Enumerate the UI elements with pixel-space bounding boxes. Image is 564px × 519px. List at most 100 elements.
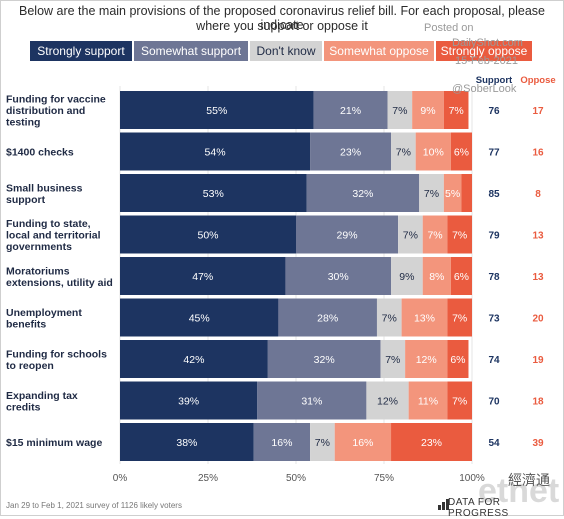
category-label: Moratoriums [6, 265, 70, 277]
bar-segment [376, 298, 402, 337]
oppose-value: 19 [532, 355, 544, 366]
bar-segment [313, 91, 388, 129]
category-label: benefits [6, 318, 46, 330]
bar-segment [387, 91, 413, 129]
bar-segment [447, 340, 469, 378]
data-label: 7% [385, 354, 400, 366]
category-label: Funding for schools [6, 348, 107, 360]
oppose-value: 17 [532, 106, 544, 117]
bar-segment [412, 91, 444, 129]
bar-segment [405, 340, 448, 378]
bar-segment [310, 132, 392, 171]
bar-segment [278, 298, 377, 337]
watermark-site: DailyShot.com [452, 37, 523, 49]
watermark-date: 15-Feb-2021 [455, 55, 518, 67]
data-label: 10% [423, 147, 444, 159]
bar-segment [443, 91, 469, 129]
data-label: 32% [314, 354, 335, 366]
bar-segment [447, 215, 472, 254]
brand-data-for-progress: DATA FOR PROGRESS [448, 497, 509, 519]
bar-segment [120, 174, 307, 212]
category-label: Small business [6, 182, 83, 194]
support-value: 77 [488, 148, 500, 159]
data-label: 50% [197, 230, 218, 242]
bar-segment [401, 298, 448, 337]
legend-somewhat-oppose: Somewhat oppose [324, 41, 434, 61]
data-label: 16% [271, 437, 292, 449]
data-label: 7% [315, 437, 330, 449]
bar-segment [422, 215, 448, 254]
category-label: $15 minimum wage [6, 437, 102, 449]
support-value: 85 [488, 189, 500, 200]
brand-bars-icon [446, 499, 449, 510]
bar-segment [419, 174, 444, 212]
oppose-value: 18 [532, 397, 544, 408]
category-label: local and territorial [6, 230, 101, 242]
legend-dont-know: Don't know [250, 41, 322, 61]
legend-somewhat-support: Somewhat support [134, 41, 248, 61]
data-label: 16% [352, 437, 373, 449]
watermark-handle: @SoberLook [452, 83, 517, 95]
bar-segment [296, 215, 399, 254]
chart-title-line-1: Below are the main provisions of the pro… [19, 4, 545, 32]
brand-bars-icon [442, 502, 445, 510]
bar-segment [253, 423, 311, 461]
data-label: 13% [414, 313, 435, 325]
category-label: Unemployment [6, 307, 82, 319]
bar-segment [120, 91, 314, 129]
data-label: 6% [454, 271, 469, 283]
x-tick-label: 100% [459, 473, 485, 484]
bar-segment [267, 340, 381, 378]
support-value: 70 [488, 397, 500, 408]
bar-segment [391, 132, 416, 171]
category-label: $1400 checks [6, 147, 74, 159]
bar-segment [398, 215, 423, 254]
data-label: 12% [377, 396, 398, 408]
support-value: 54 [488, 438, 500, 449]
data-label: 7% [452, 230, 467, 242]
bar-segment [120, 340, 268, 378]
bar-segment [120, 215, 296, 254]
data-label: 55% [206, 105, 227, 117]
data-label: 6% [450, 354, 465, 366]
bar-segment [415, 132, 451, 171]
data-label: 47% [192, 271, 213, 283]
x-tick-label: 0% [113, 473, 128, 484]
support-value: 79 [488, 231, 500, 242]
bar-segment [450, 257, 472, 295]
category-label: Funding for vaccine [6, 94, 106, 106]
data-label: 11% [418, 396, 438, 408]
x-tick-label: 50% [286, 473, 306, 484]
data-label: 30% [328, 271, 349, 283]
bar-segment [257, 381, 367, 420]
data-label: 42% [183, 354, 204, 366]
bar-segment [306, 174, 420, 212]
category-label: to reopen [6, 360, 54, 372]
data-label: 8% [429, 271, 444, 283]
data-label: 54% [205, 147, 226, 159]
data-label: 7% [424, 188, 439, 200]
category-label: support [6, 194, 46, 206]
bar-segment [334, 423, 392, 461]
bar-segment [447, 298, 472, 337]
bar-segment [380, 340, 406, 378]
x-tick-label: 25% [198, 473, 218, 484]
footnote: Jan 29 to Feb 1, 2021 survey of 1126 lik… [6, 501, 182, 510]
oppose-value: 8 [535, 189, 541, 200]
data-label: 5% [445, 188, 460, 200]
data-label: 7% [403, 230, 418, 242]
support-value: 73 [488, 314, 500, 325]
support-header: Support [476, 75, 513, 86]
oppose-value: 13 [532, 272, 544, 283]
data-label: 29% [337, 230, 358, 242]
bar-segment [366, 381, 409, 420]
data-label: 23% [421, 437, 442, 449]
support-value: 78 [488, 272, 500, 283]
oppose-value: 16 [532, 148, 544, 159]
data-label: 23% [340, 147, 361, 159]
oppose-header: Oppose [520, 75, 555, 86]
data-label: 7% [392, 105, 407, 117]
data-label: 7% [427, 230, 442, 242]
category-label: governments [6, 241, 72, 253]
